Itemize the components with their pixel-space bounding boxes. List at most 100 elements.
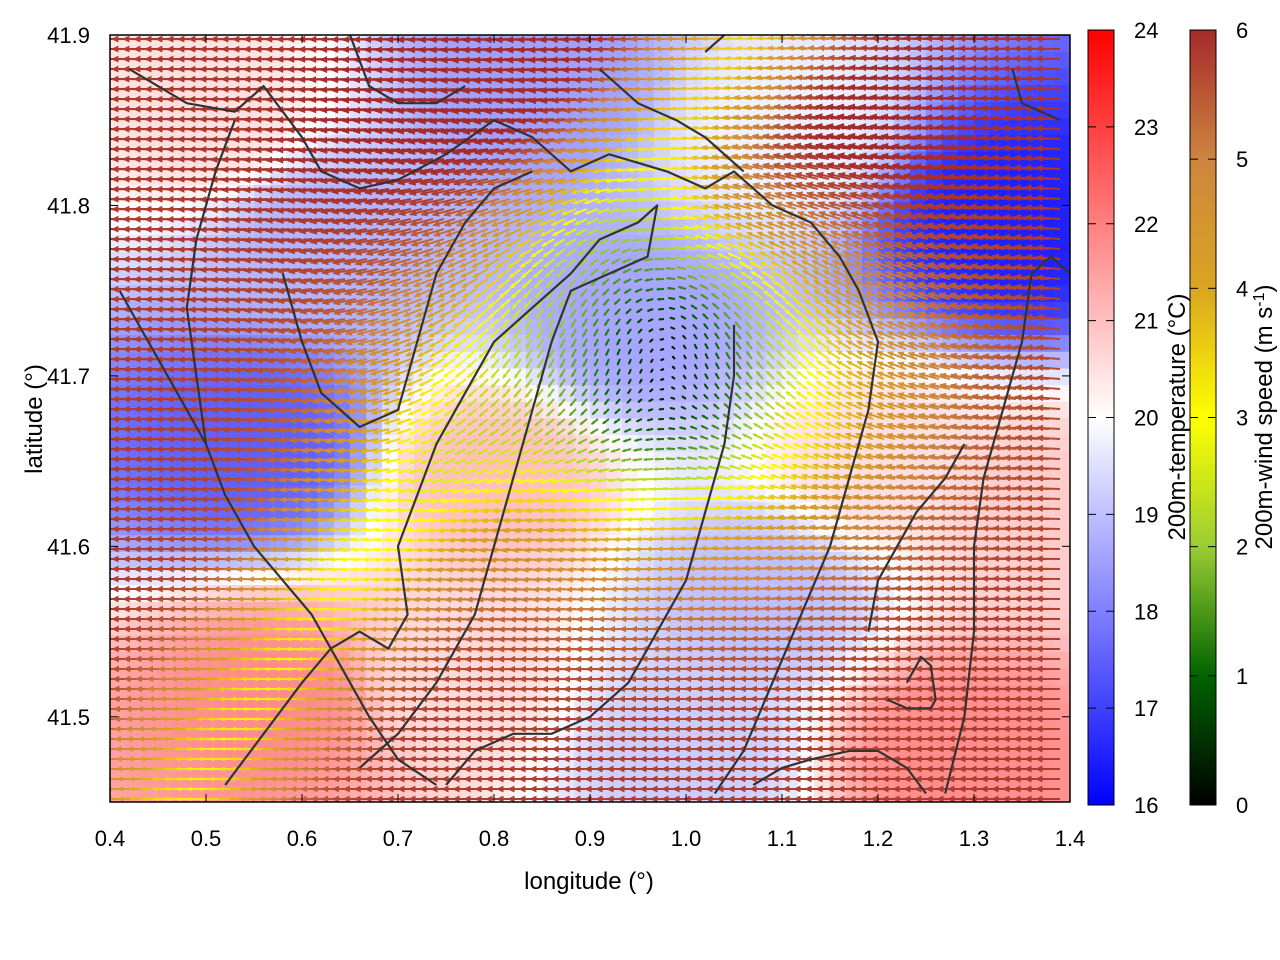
temperature-cell [926, 601, 943, 620]
temperature-cell [158, 785, 175, 802]
temperature-cell [174, 718, 191, 736]
temperature-cell [1038, 118, 1055, 136]
temperature-cell [670, 301, 687, 320]
temperature-cell [254, 601, 271, 620]
temperature-cell [1054, 218, 1070, 236]
temperature-cell [174, 651, 191, 670]
temperature-cell [158, 651, 175, 670]
temperature-cell [622, 468, 639, 486]
temperature-cell [254, 568, 271, 586]
temperature-cell [190, 702, 207, 720]
plot-area [89, 35, 1070, 802]
temperature-cell [190, 718, 207, 736]
temperature-cell [958, 551, 975, 570]
temperature-cell [174, 752, 191, 770]
temperature-cell [782, 768, 799, 786]
temperature-cell [574, 435, 591, 453]
temperature-cell [782, 718, 799, 736]
temperature-cell [1054, 118, 1070, 136]
temperature-cell [910, 101, 927, 119]
temperature-cell [654, 551, 671, 570]
temperature-cell [1054, 201, 1070, 219]
temperature-cell [654, 68, 671, 86]
wind-arrowhead [100, 146, 107, 153]
temperature-cell [782, 51, 799, 69]
temperature-cell [238, 752, 255, 770]
temperature-cell [686, 151, 703, 169]
temperature-cell [1054, 51, 1070, 69]
temperature-cell [622, 51, 639, 69]
temperature-cell [254, 752, 271, 770]
wind-arrowhead [89, 96, 96, 103]
temperature-cell [238, 68, 255, 86]
temperature-cell [958, 668, 975, 686]
temperature-cell [606, 418, 623, 436]
temperature-cell [590, 68, 607, 86]
temperature-cell [190, 785, 207, 802]
temperature-cell [206, 702, 223, 720]
temperature-cell [1054, 468, 1070, 486]
wind-arrowhead [100, 76, 107, 83]
temperature-cell [654, 368, 671, 386]
temperature-cell [1054, 551, 1070, 570]
temperature-cell [478, 185, 495, 203]
temperature-cell [766, 752, 783, 770]
temperature-cell [686, 601, 703, 620]
temperature-cell [574, 618, 591, 636]
temperature-cell [942, 151, 959, 169]
temperature-cell [126, 51, 143, 69]
temperature-cell [222, 518, 239, 536]
temperature-cell [574, 351, 591, 370]
temperature-cell [1054, 401, 1070, 420]
temperature-cell [238, 468, 255, 486]
temperature-cell [350, 702, 367, 720]
temperature-cell [654, 568, 671, 586]
temperature-cell [1054, 785, 1070, 802]
temperature-cell [174, 785, 191, 802]
temperature-cell [206, 785, 223, 802]
temperature-cell [606, 118, 623, 136]
wind-arrowhead [89, 86, 96, 93]
temperature-cell [686, 368, 703, 386]
temperature-cell [414, 68, 431, 86]
temperature-cell [142, 718, 159, 736]
temperature-cell [782, 668, 799, 686]
temperature-cell [1054, 635, 1070, 653]
temperature-cell [222, 551, 239, 570]
temperature-cell [190, 735, 207, 753]
temperature-cell [926, 551, 943, 570]
temperature-cell [222, 618, 239, 636]
temperature-cell [974, 51, 991, 69]
temperature-cell [1054, 185, 1070, 203]
temperature-cell [766, 702, 783, 720]
temperature-cell [606, 768, 623, 786]
wind-arrowhead [100, 126, 107, 133]
temperature-cell [1054, 318, 1070, 336]
temperature-cell [654, 251, 671, 270]
temperature-cell [702, 368, 719, 386]
temperature-cell [1054, 101, 1070, 119]
temperature-cell [190, 51, 207, 69]
temperature-cell [718, 51, 735, 69]
temperature-cell [606, 702, 623, 720]
temperature-cell [270, 668, 287, 686]
temperature-cell [734, 601, 751, 620]
temperature-cell [686, 351, 703, 370]
wind-arrowhead [100, 46, 107, 53]
temperature-cell [286, 68, 303, 86]
temperature-cell [174, 768, 191, 786]
temperature-cell [414, 718, 431, 736]
temperature-cell [318, 601, 335, 620]
temperature-cell [206, 551, 223, 570]
temperature-cell [670, 151, 687, 169]
temperature-cell [958, 51, 975, 69]
temperature-cell [670, 418, 687, 436]
temperature-cell [654, 118, 671, 136]
temperature-cell [430, 718, 447, 736]
temperature-cell [206, 568, 223, 586]
temperature-cell [430, 401, 447, 420]
temperature-cell [1054, 351, 1070, 370]
temperature-cell [174, 618, 191, 636]
temperature-cell [302, 518, 319, 536]
